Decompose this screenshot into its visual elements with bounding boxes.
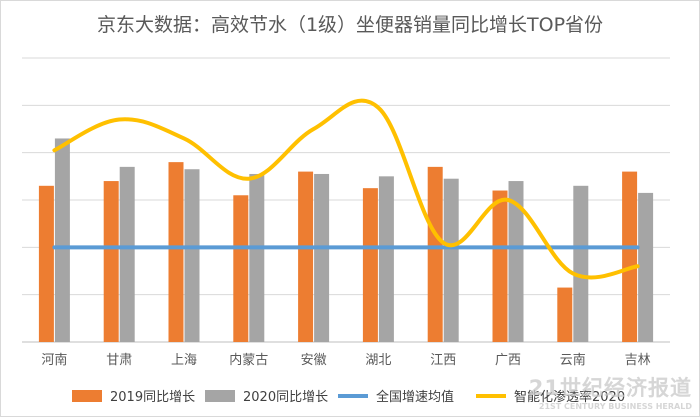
bar-2020 [249,173,265,342]
x-tick-label: 安徽 [301,353,327,368]
bar-2020 [638,192,654,342]
legend-item-2019: 2019同比增长 [72,386,195,405]
legend-item-2020: 2020同比增长 [205,386,328,405]
legend-swatch-national-avg [338,393,368,398]
line-smart-rate [52,98,640,280]
legend-label-2019: 2019同比增长 [110,390,196,405]
legend-swatch-2020 [205,389,235,402]
x-tick-label: 云南 [560,352,586,368]
bar-2020 [508,181,524,342]
bar-2020 [54,138,70,342]
chart-title: 京东大数据：高效节水（1级）坐便器销量同比增长TOP省份 [96,14,604,36]
bar-2019 [557,287,573,342]
legend-label-2020: 2020同比增长 [243,390,329,405]
bar-2019 [427,166,443,342]
x-tick-label: 江西 [430,353,456,368]
bar-2019 [362,188,378,342]
bar-2019 [492,190,508,342]
bar-2020 [314,173,330,342]
legend-swatch-2019 [72,389,102,402]
legend-item-national-avg: 全国增速均值 [338,386,454,405]
watermark-main: 21世纪经济报道 [528,376,692,400]
x-tick-label: 内蒙古 [229,352,268,368]
bar-2020 [573,185,589,342]
legend-item-smart-rate: 智能化渗透率2020 [476,386,625,405]
watermark-sub: 21ST CENTURY BUSINESS HERALD [538,402,692,411]
x-tick-label: 吉林 [625,353,651,368]
watermark-logo: 21世纪经济报道 21ST CENTURY BUSINESS HERALD [529,372,692,411]
x-tick-label: 河南 [41,352,67,368]
chart-legend: 2019同比增长 2020同比增长 全国增速均值 智能化渗透率2020 [0,382,640,408]
bar-2019 [168,162,184,342]
legend-label-national-avg: 全国增速均值 [376,390,455,405]
x-tick-label: 湖北 [365,353,391,368]
bar-2020 [184,169,200,342]
bar-2020 [443,178,459,342]
bar-2019 [103,181,119,342]
x-tick-label: 甘肃 [106,353,132,368]
bar-2020 [119,166,135,342]
bar-2019 [298,171,314,342]
legend-label-smart-rate: 智能化渗透率2020 [514,390,626,405]
bar-2020 [378,176,394,342]
x-tick-label: 广西 [495,353,521,368]
x-tick-label: 上海 [171,353,197,368]
bar-2019 [233,195,249,342]
legend-swatch-smart-rate [476,393,506,398]
bar-2019 [38,185,54,342]
bar-2019 [622,171,638,342]
